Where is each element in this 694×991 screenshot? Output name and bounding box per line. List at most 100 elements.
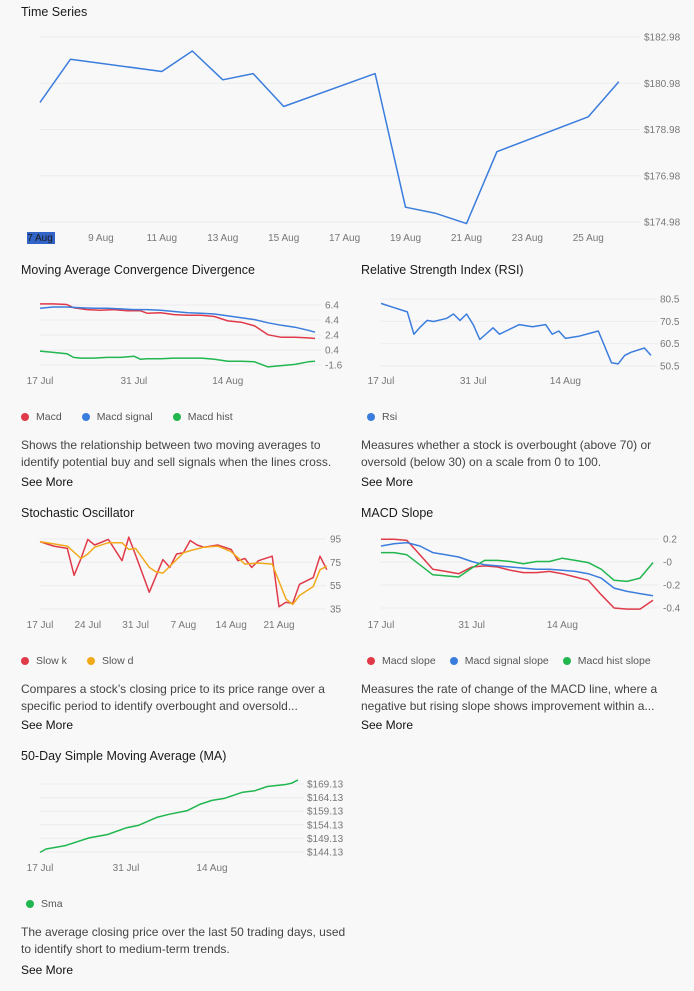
legend-item[interactable]: Slow d — [86, 655, 133, 667]
legend-dot-icon — [26, 900, 34, 908]
panel-description: Compares a stock’s closing price to its … — [21, 682, 325, 713]
legend-label: Macd signal slope — [464, 655, 549, 667]
y-tick-label: $176.98 — [644, 171, 681, 182]
y-tick-label: $149.13 — [307, 834, 344, 845]
legend-label: Macd — [36, 411, 62, 423]
series-line-rsi[interactable] — [380, 302, 652, 365]
panel-title: Stochastic Oscillator — [21, 506, 135, 520]
legend-dot-icon — [21, 657, 29, 665]
legend-label: Slow k — [36, 655, 67, 667]
x-tick-label: 17 Aug — [329, 233, 360, 244]
x-tick-label: 17 Jul — [27, 863, 54, 874]
x-tick-label: 9 Aug — [88, 233, 114, 244]
legend-item[interactable]: Macd slope — [367, 655, 436, 667]
series-line-macd-slope[interactable] — [381, 538, 654, 610]
series-line-macd-hist[interactable] — [39, 350, 316, 368]
series-line-price[interactable] — [39, 50, 620, 225]
x-tick-label: 31 Jul — [122, 620, 149, 631]
x-tick-label: 14 Aug — [547, 620, 578, 631]
chart-legend: Macd Macd signal Macd hist — [21, 411, 233, 423]
series-line-slow-k[interactable] — [39, 536, 328, 608]
legend-item[interactable]: Sma — [26, 898, 63, 910]
y-tick-label: -0.4 — [663, 604, 681, 615]
macd-slope-chart[interactable]: 0.2 -0 -0.2 -0.4 17 Jul 31 Jul 14 Aug — [347, 502, 694, 637]
legend-label: Macd hist — [187, 411, 233, 423]
series-line-slow-d[interactable] — [39, 540, 328, 606]
legend-label: Sma — [41, 898, 63, 910]
panel-description: Measures whether a stock is overbought (… — [361, 438, 652, 469]
x-tick-label: 21 Aug — [263, 620, 294, 631]
legend-label: Macd hist slope — [577, 655, 651, 667]
panel-title: Time Series — [21, 5, 88, 19]
x-tick-label: 14 Aug — [216, 620, 247, 631]
y-tick-label: $180.98 — [644, 79, 681, 90]
y-tick-label: -0.2 — [663, 581, 681, 592]
legend-item[interactable]: Macd hist — [172, 411, 233, 423]
legend-item[interactable]: Macd hist slope — [562, 655, 651, 667]
x-tick-label: 17 Jul — [27, 376, 54, 387]
y-tick-label: 70.5 — [660, 317, 680, 328]
stochastic-panel: Stochastic Oscillator 95 75 55 35 17 Jul 24 J… — [0, 502, 347, 742]
x-tick-label[interactable]: 7 Aug — [27, 233, 53, 244]
y-tick-label: 0.4 — [325, 346, 339, 357]
series-line-macd-signal-slope[interactable] — [380, 541, 654, 597]
legend-dot-icon — [367, 413, 375, 421]
y-tick-label: $164.13 — [307, 793, 344, 804]
time-series-chart[interactable]: $182.98 $180.98 $178.98 $176.98 $174.98 7 Aug… — [0, 0, 694, 250]
y-tick-label: $159.13 — [307, 807, 344, 818]
x-tick-label: 25 Aug — [573, 233, 604, 244]
y-tick-label: 4.4 — [325, 316, 339, 327]
x-tick-label: 31 Jul — [113, 863, 140, 874]
macd-chart[interactable]: 6.4 4.4 2.4 0.4 -1.6 17 Jul 31 Jul 14 Aug — [0, 258, 347, 393]
see-more-link[interactable]: See More — [361, 475, 414, 489]
panel-title: Moving Average Convergence Divergence — [21, 263, 255, 277]
x-tick-label: 15 Aug — [268, 233, 299, 244]
stochastic-chart[interactable]: 95 75 55 35 17 Jul 24 Jul 31 Jul 7 Aug 14 Aug 21 … — [0, 502, 347, 637]
x-tick-label: 14 Aug — [550, 376, 581, 387]
chart-legend: Sma — [26, 898, 63, 910]
legend-dot-icon — [21, 413, 29, 421]
legend-item[interactable]: Rsi — [367, 411, 397, 423]
see-more-link[interactable]: See More — [21, 475, 74, 489]
x-tick-label: 17 Jul — [368, 620, 395, 631]
macd-slope-panel: MACD Slope 0.2 -0 -0.2 -0.4 17 Jul 31 Jul 14 A… — [347, 502, 694, 742]
legend-label: Rsi — [382, 411, 398, 423]
legend-dot-icon — [449, 657, 458, 665]
chart-legend: Macd slope Macd signal slope Macd hist s… — [367, 655, 651, 667]
series-line-sma[interactable] — [39, 779, 299, 854]
x-tick-label: 17 Jul — [27, 620, 54, 631]
chart-legend: Slow k Slow d — [21, 655, 133, 667]
legend-dot-icon — [367, 657, 375, 665]
y-tick-label: 95 — [330, 535, 342, 546]
legend-dot-icon — [562, 657, 571, 665]
legend-dot-icon — [172, 413, 181, 421]
y-tick-label: $178.98 — [644, 125, 681, 136]
series-line-macd-signal[interactable] — [39, 306, 316, 333]
y-tick-label: -0 — [663, 558, 672, 569]
panel-title: 50-Day Simple Moving Average (MA) — [21, 749, 227, 763]
series-line-macd[interactable] — [40, 303, 316, 340]
rsi-panel: Relative Strength Index (RSI) 80.5 70.5 60… — [347, 258, 694, 498]
rsi-chart[interactable]: 80.5 70.5 60.5 50.5 17 Jul 31 Jul 14 Aug — [347, 258, 694, 393]
legend-item[interactable]: Macd — [21, 411, 62, 423]
x-tick-label: 31 Jul — [121, 376, 148, 387]
panel-title: MACD Slope — [361, 506, 434, 520]
x-tick-label: 17 Jul — [368, 376, 395, 387]
y-tick-label: 60.5 — [660, 339, 680, 350]
sma-chart[interactable]: $169.13 $164.13 $159.13 $154.13 $149.13 $144.… — [0, 745, 347, 880]
legend-item[interactable]: Macd signal slope — [449, 655, 549, 667]
chart-legend: Rsi — [367, 411, 397, 423]
legend-label: Macd signal — [96, 411, 153, 423]
see-more-link[interactable]: See More — [21, 963, 74, 977]
y-tick-label: $182.98 — [644, 33, 681, 44]
y-tick-label: 35 — [330, 605, 342, 616]
series-line-macd-hist-slope[interactable] — [381, 551, 654, 583]
x-tick-label: 11 Aug — [147, 233, 177, 244]
legend-item[interactable]: Macd signal — [81, 411, 153, 423]
see-more-link[interactable]: See More — [21, 718, 74, 732]
x-tick-label: 23 Aug — [512, 233, 543, 244]
legend-item[interactable]: Slow k — [21, 655, 67, 667]
y-tick-label: 55 — [330, 581, 342, 592]
x-tick-label: 21 Aug — [451, 233, 482, 244]
see-more-link[interactable]: See More — [361, 718, 414, 732]
